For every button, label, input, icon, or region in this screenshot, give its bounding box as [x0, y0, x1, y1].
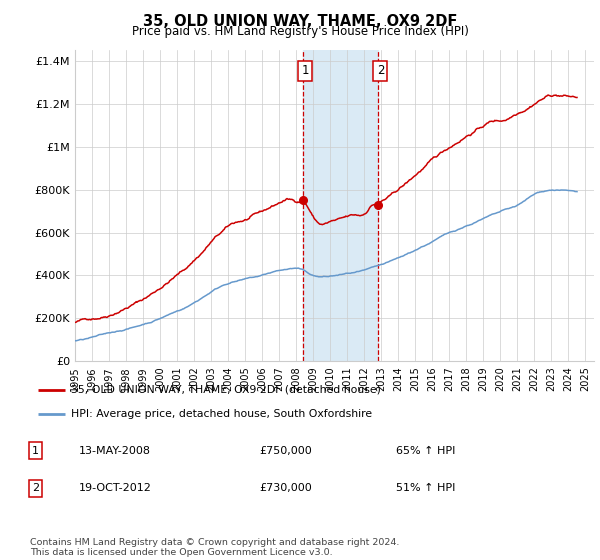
Text: 13-MAY-2008: 13-MAY-2008 [79, 446, 151, 456]
Text: Price paid vs. HM Land Registry's House Price Index (HPI): Price paid vs. HM Land Registry's House … [131, 25, 469, 38]
Text: 2: 2 [32, 483, 39, 493]
Text: HPI: Average price, detached house, South Oxfordshire: HPI: Average price, detached house, Sout… [71, 409, 372, 419]
Text: Contains HM Land Registry data © Crown copyright and database right 2024.
This d: Contains HM Land Registry data © Crown c… [30, 538, 400, 557]
Text: £730,000: £730,000 [259, 483, 312, 493]
Text: 1: 1 [301, 64, 309, 77]
Text: 1: 1 [32, 446, 39, 456]
Text: 65% ↑ HPI: 65% ↑ HPI [396, 446, 455, 456]
Text: 19-OCT-2012: 19-OCT-2012 [79, 483, 152, 493]
Text: £750,000: £750,000 [259, 446, 312, 456]
Bar [302, 50, 378, 361]
Text: 35, OLD UNION WAY, THAME, OX9 2DF (detached house): 35, OLD UNION WAY, THAME, OX9 2DF (detac… [71, 385, 381, 395]
Text: 51% ↑ HPI: 51% ↑ HPI [396, 483, 455, 493]
Text: 2: 2 [377, 64, 384, 77]
Text: 35, OLD UNION WAY, THAME, OX9 2DF: 35, OLD UNION WAY, THAME, OX9 2DF [143, 14, 457, 29]
